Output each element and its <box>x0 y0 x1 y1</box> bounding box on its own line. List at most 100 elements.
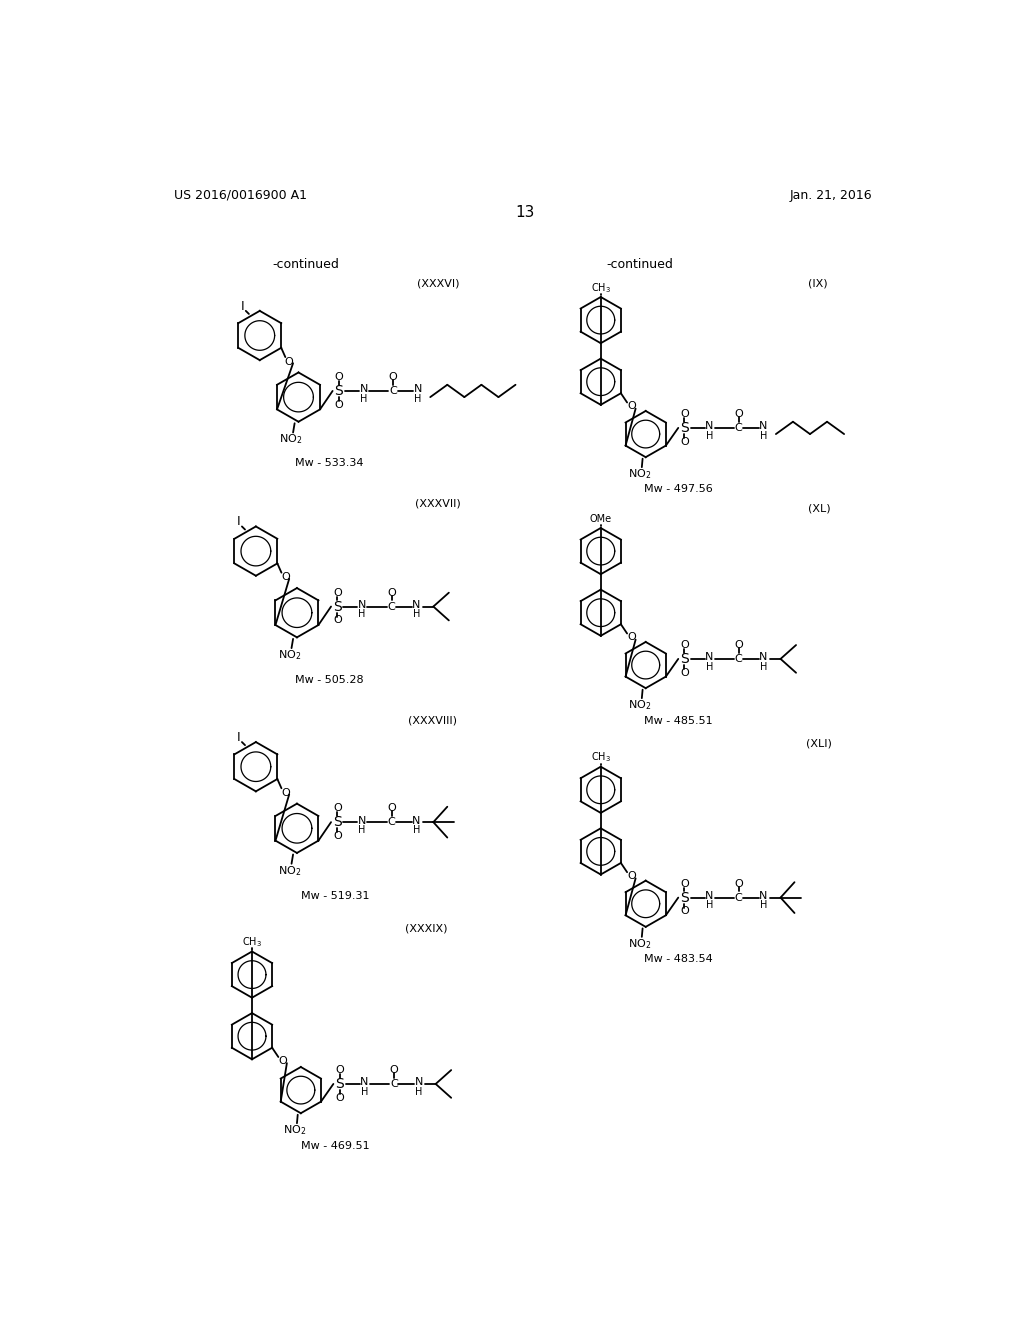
Text: Mw - 505.28: Mw - 505.28 <box>295 676 364 685</box>
Text: CH$_3$: CH$_3$ <box>591 281 610 294</box>
Text: NO$_2$: NO$_2$ <box>280 433 302 446</box>
Text: -continued: -continued <box>272 259 340 271</box>
Text: Mw - 519.31: Mw - 519.31 <box>301 891 370 902</box>
Text: O: O <box>281 573 290 582</box>
Text: C: C <box>390 1078 397 1089</box>
Text: S: S <box>333 599 342 614</box>
Text: S: S <box>335 384 343 397</box>
Text: (XXXVII): (XXXVII) <box>415 499 461 508</box>
Text: C: C <box>388 817 395 828</box>
Text: N: N <box>357 816 367 825</box>
Text: S: S <box>333 816 342 829</box>
Text: O: O <box>335 1065 344 1074</box>
Text: S: S <box>680 421 689 434</box>
Text: O: O <box>333 832 342 841</box>
Text: H: H <box>415 1086 422 1097</box>
Text: N: N <box>760 891 768 902</box>
Text: N: N <box>359 384 368 395</box>
Text: H: H <box>359 393 368 404</box>
Text: H: H <box>360 1086 368 1097</box>
Text: H: H <box>706 900 713 911</box>
Text: O: O <box>680 640 689 649</box>
Text: O: O <box>628 632 636 643</box>
Text: (IX): (IX) <box>808 279 827 289</box>
Text: Mw - 533.34: Mw - 533.34 <box>295 458 364 467</box>
Text: O: O <box>335 372 343 381</box>
Text: NO$_2$: NO$_2$ <box>283 1123 306 1137</box>
Text: N: N <box>760 652 768 663</box>
Text: C: C <box>735 653 742 664</box>
Text: N: N <box>414 384 422 395</box>
Text: S: S <box>680 891 689 904</box>
Text: H: H <box>760 430 767 441</box>
Text: OMe: OMe <box>590 513 611 524</box>
Text: Mw - 485.51: Mw - 485.51 <box>644 715 713 726</box>
Text: (XL): (XL) <box>808 504 830 513</box>
Text: (XLI): (XLI) <box>806 739 833 748</box>
Text: Jan. 21, 2016: Jan. 21, 2016 <box>790 189 872 202</box>
Text: (XXXVIII): (XXXVIII) <box>409 715 457 726</box>
Text: H: H <box>760 661 767 672</box>
Text: H: H <box>414 393 422 404</box>
Text: O: O <box>333 615 342 626</box>
Text: O: O <box>680 668 689 677</box>
Text: O: O <box>387 587 396 598</box>
Text: -continued: -continued <box>606 259 673 271</box>
Text: O: O <box>734 640 743 649</box>
Text: H: H <box>413 825 420 834</box>
Text: C: C <box>389 385 397 396</box>
Text: O: O <box>281 788 290 797</box>
Text: US 2016/0016900 A1: US 2016/0016900 A1 <box>174 189 307 202</box>
Text: O: O <box>680 879 689 888</box>
Text: N: N <box>706 652 714 663</box>
Text: H: H <box>413 610 420 619</box>
Text: O: O <box>335 1093 344 1102</box>
Text: O: O <box>389 372 397 381</box>
Text: CH$_3$: CH$_3$ <box>242 936 262 949</box>
Text: I: I <box>237 731 241 744</box>
Text: O: O <box>628 401 636 412</box>
Text: Mw - 469.51: Mw - 469.51 <box>301 1140 370 1151</box>
Text: O: O <box>734 409 743 418</box>
Text: N: N <box>706 421 714 432</box>
Text: H: H <box>358 610 366 619</box>
Text: H: H <box>706 661 713 672</box>
Text: C: C <box>388 602 395 611</box>
Text: O: O <box>680 907 689 916</box>
Text: O: O <box>389 1065 398 1074</box>
Text: CH$_3$: CH$_3$ <box>591 751 610 764</box>
Text: O: O <box>279 1056 288 1065</box>
Text: NO$_2$: NO$_2$ <box>628 467 651 480</box>
Text: N: N <box>360 1077 369 1088</box>
Text: (XXXIX): (XXXIX) <box>406 924 447 933</box>
Text: N: N <box>357 601 367 610</box>
Text: S: S <box>335 1077 344 1090</box>
Text: O: O <box>285 356 294 367</box>
Text: O: O <box>333 804 342 813</box>
Text: O: O <box>680 437 689 446</box>
Text: NO$_2$: NO$_2$ <box>628 698 651 711</box>
Text: H: H <box>706 430 713 441</box>
Text: NO$_2$: NO$_2$ <box>628 937 651 950</box>
Text: NO$_2$: NO$_2$ <box>278 863 301 878</box>
Text: N: N <box>706 891 714 902</box>
Text: O: O <box>387 804 396 813</box>
Text: (XXXVI): (XXXVI) <box>417 279 459 289</box>
Text: 13: 13 <box>515 205 535 220</box>
Text: O: O <box>335 400 343 409</box>
Text: H: H <box>760 900 767 911</box>
Text: O: O <box>628 871 636 880</box>
Text: O: O <box>680 409 689 418</box>
Text: C: C <box>735 422 742 433</box>
Text: N: N <box>415 1077 423 1088</box>
Text: N: N <box>412 601 421 610</box>
Text: Mw - 497.56: Mw - 497.56 <box>644 484 713 495</box>
Text: N: N <box>412 816 421 825</box>
Text: I: I <box>237 515 241 528</box>
Text: NO$_2$: NO$_2$ <box>278 648 301 661</box>
Text: O: O <box>734 879 743 888</box>
Text: Mw - 483.54: Mw - 483.54 <box>644 954 713 964</box>
Text: C: C <box>735 892 742 903</box>
Text: O: O <box>333 587 342 598</box>
Text: H: H <box>358 825 366 834</box>
